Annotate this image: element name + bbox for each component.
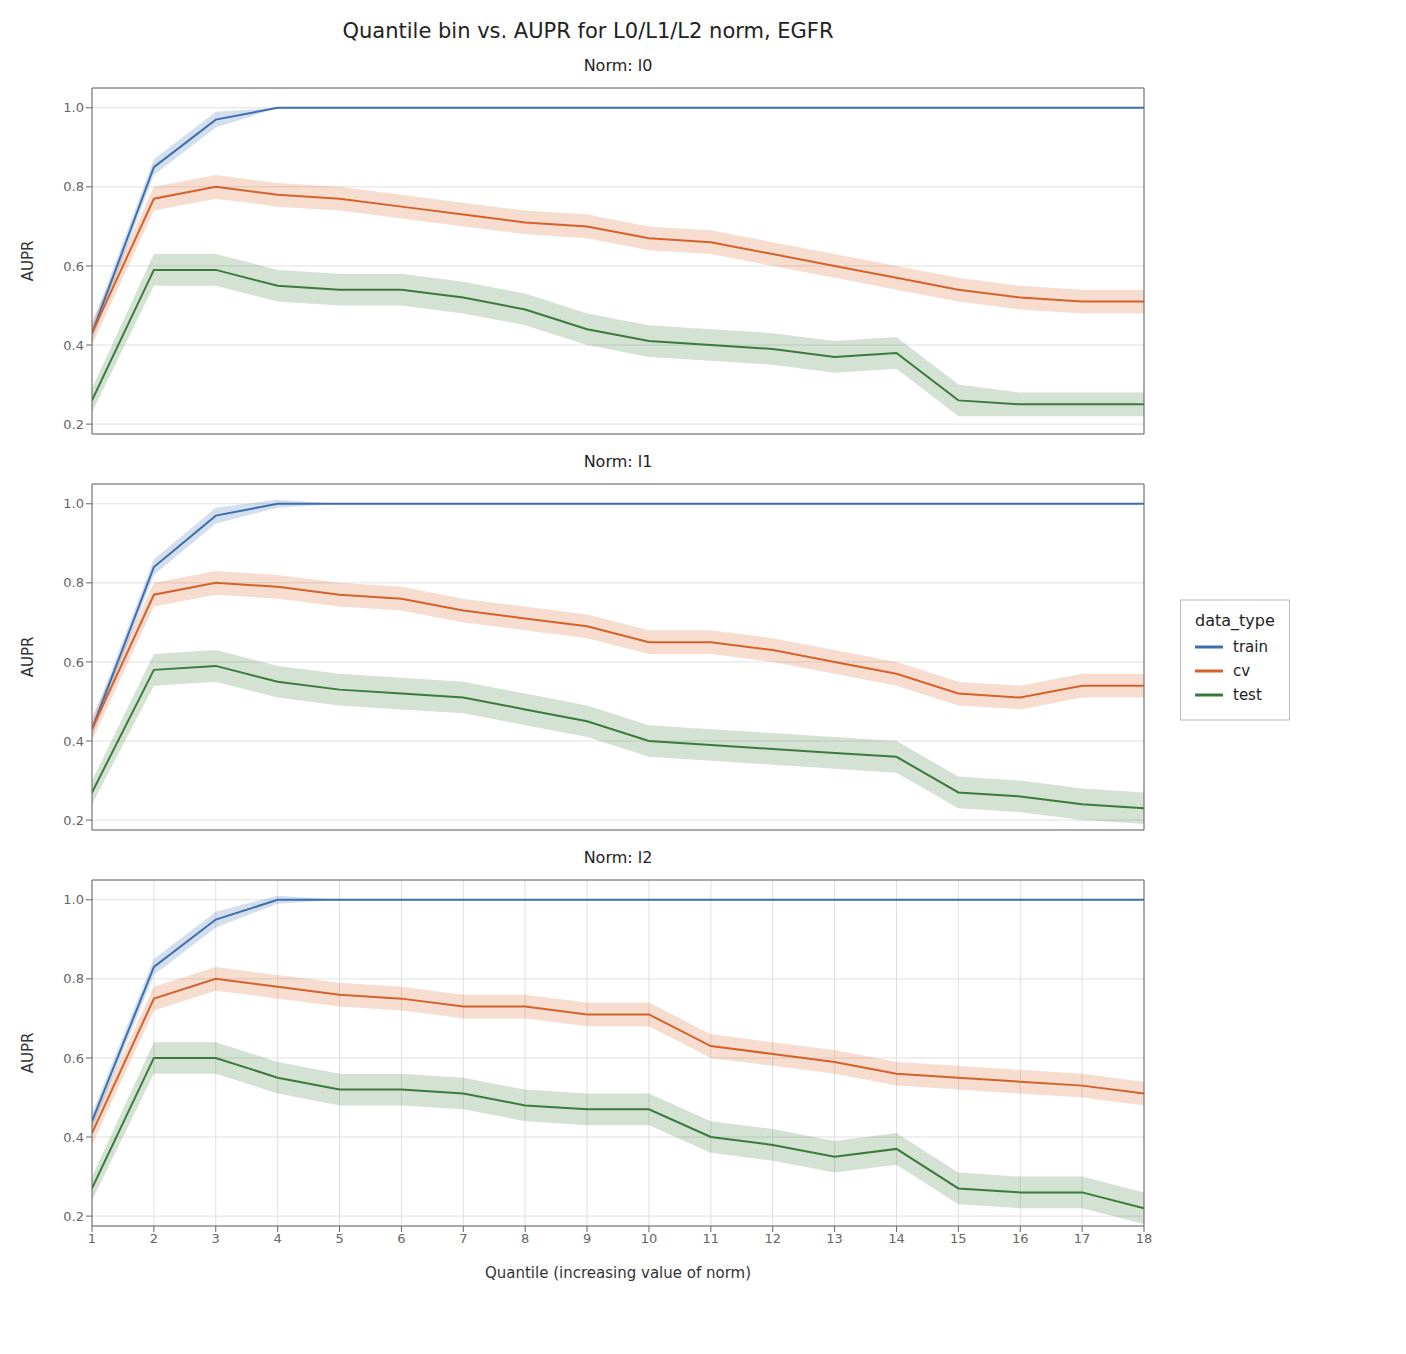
svg-text:14: 14 — [888, 1231, 905, 1246]
svg-text:11: 11 — [703, 1231, 720, 1246]
svg-text:13: 13 — [826, 1231, 843, 1246]
svg-text:0.8: 0.8 — [63, 575, 84, 590]
svg-text:15: 15 — [950, 1231, 967, 1246]
svg-text:0.4: 0.4 — [63, 338, 84, 353]
svg-text:5: 5 — [335, 1231, 343, 1246]
html-text:train: train — [1233, 637, 1268, 656]
html-text:Norm: l1: Norm: l1 — [583, 452, 653, 471]
svg-text:0.2: 0.2 — [63, 1209, 84, 1224]
svg-text:17: 17 — [1074, 1231, 1091, 1246]
svg-text:1.0: 1.0 — [63, 892, 84, 907]
svg-text:0.8: 0.8 — [63, 179, 84, 194]
svg-text:18: 18 — [1136, 1231, 1153, 1246]
svg-text:9: 9 — [583, 1231, 591, 1246]
svg-text:AUPR: AUPR — [19, 241, 37, 282]
html-text:Norm: l0: Norm: l0 — [583, 56, 653, 75]
svg-text:12: 12 — [764, 1231, 781, 1246]
svg-text:3: 3 — [212, 1231, 220, 1246]
svg-text:Quantile (increasing value of: Quantile (increasing value of norm) — [485, 1264, 751, 1282]
svg-text:1.0: 1.0 — [63, 100, 84, 115]
svg-text:0.4: 0.4 — [63, 734, 84, 749]
svg-text:0.6: 0.6 — [63, 655, 84, 670]
html-text:cv: cv — [1233, 661, 1251, 680]
svg-text:8: 8 — [521, 1231, 529, 1246]
svg-text:16: 16 — [1012, 1231, 1029, 1246]
svg-text:0.2: 0.2 — [63, 417, 84, 432]
svg-text:1.0: 1.0 — [63, 496, 84, 511]
svg-text:1: 1 — [88, 1231, 96, 1246]
svg-text:10: 10 — [641, 1231, 658, 1246]
html-text:Quantile bin vs. AUPR for L0/L: Quantile bin vs. AUPR for L0/L1/L2 norm,… — [342, 19, 834, 43]
svg-text:6: 6 — [397, 1231, 405, 1246]
svg-text:AUPR: AUPR — [19, 1033, 37, 1074]
svg-text:4: 4 — [274, 1231, 282, 1246]
html-text:test: test — [1233, 685, 1262, 704]
html-text:Norm: l2: Norm: l2 — [583, 848, 653, 867]
svg-text:0.8: 0.8 — [63, 971, 84, 986]
svg-text:AUPR: AUPR — [19, 637, 37, 678]
svg-text:0.4: 0.4 — [63, 1130, 84, 1145]
svg-text:0.6: 0.6 — [63, 1051, 84, 1066]
html-text:data_type: data_type — [1195, 610, 1275, 630]
svg-text:0.6: 0.6 — [63, 259, 84, 274]
svg-text:2: 2 — [150, 1231, 158, 1246]
svg-text:0.2: 0.2 — [63, 813, 84, 828]
svg-text:7: 7 — [459, 1231, 467, 1246]
